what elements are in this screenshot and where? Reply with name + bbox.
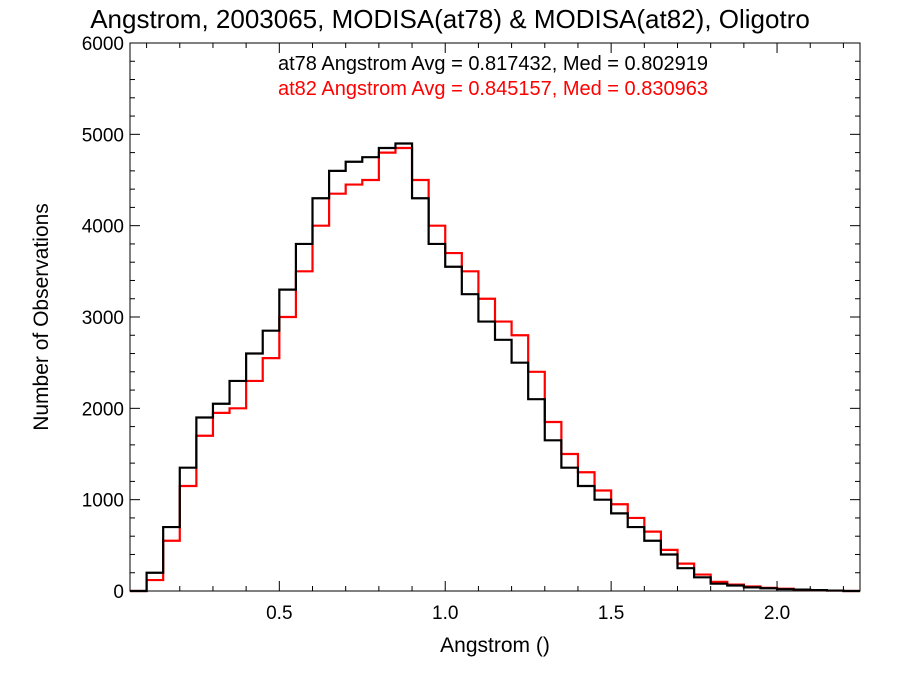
x-axis-ticks: 0.5 1.0 1.5 2.0 [146,43,844,624]
y-tick-label: 6000 [82,34,124,55]
x-tick-label: 1.0 [432,603,458,624]
y-tick-label: 1000 [82,491,124,512]
chart-title: Angstrom, 2003065, MODISA(at78) & MODISA… [90,4,810,34]
annotation-text: at78 Angstrom Avg = 0.817432, Med = 0.80… [278,53,708,75]
y-axis-ticks: 0 1000 2000 3000 4000 5000 6000 [82,34,860,603]
series-lines [130,142,860,593]
y-tick-label: 5000 [82,125,124,146]
annotation-text: at82 Angstrom Avg = 0.845157, Med = 0.83… [278,78,708,100]
series-at82-line [130,146,860,593]
y-tick-label: 4000 [82,217,124,238]
y-tick-label: 0 [113,582,124,603]
annotations: at78 Angstrom Avg = 0.817432, Med = 0.80… [278,53,708,100]
x-tick-label: 0.5 [266,603,292,624]
y-tick-label: 3000 [82,308,124,329]
x-tick-label: 1.5 [598,603,624,624]
series-at78-line [130,142,860,593]
x-tick-label: 2.0 [764,603,790,624]
y-axis-label: Number of Observations [30,203,53,431]
x-axis-label: Angstrom () [440,634,550,657]
y-tick-label: 2000 [82,399,124,420]
